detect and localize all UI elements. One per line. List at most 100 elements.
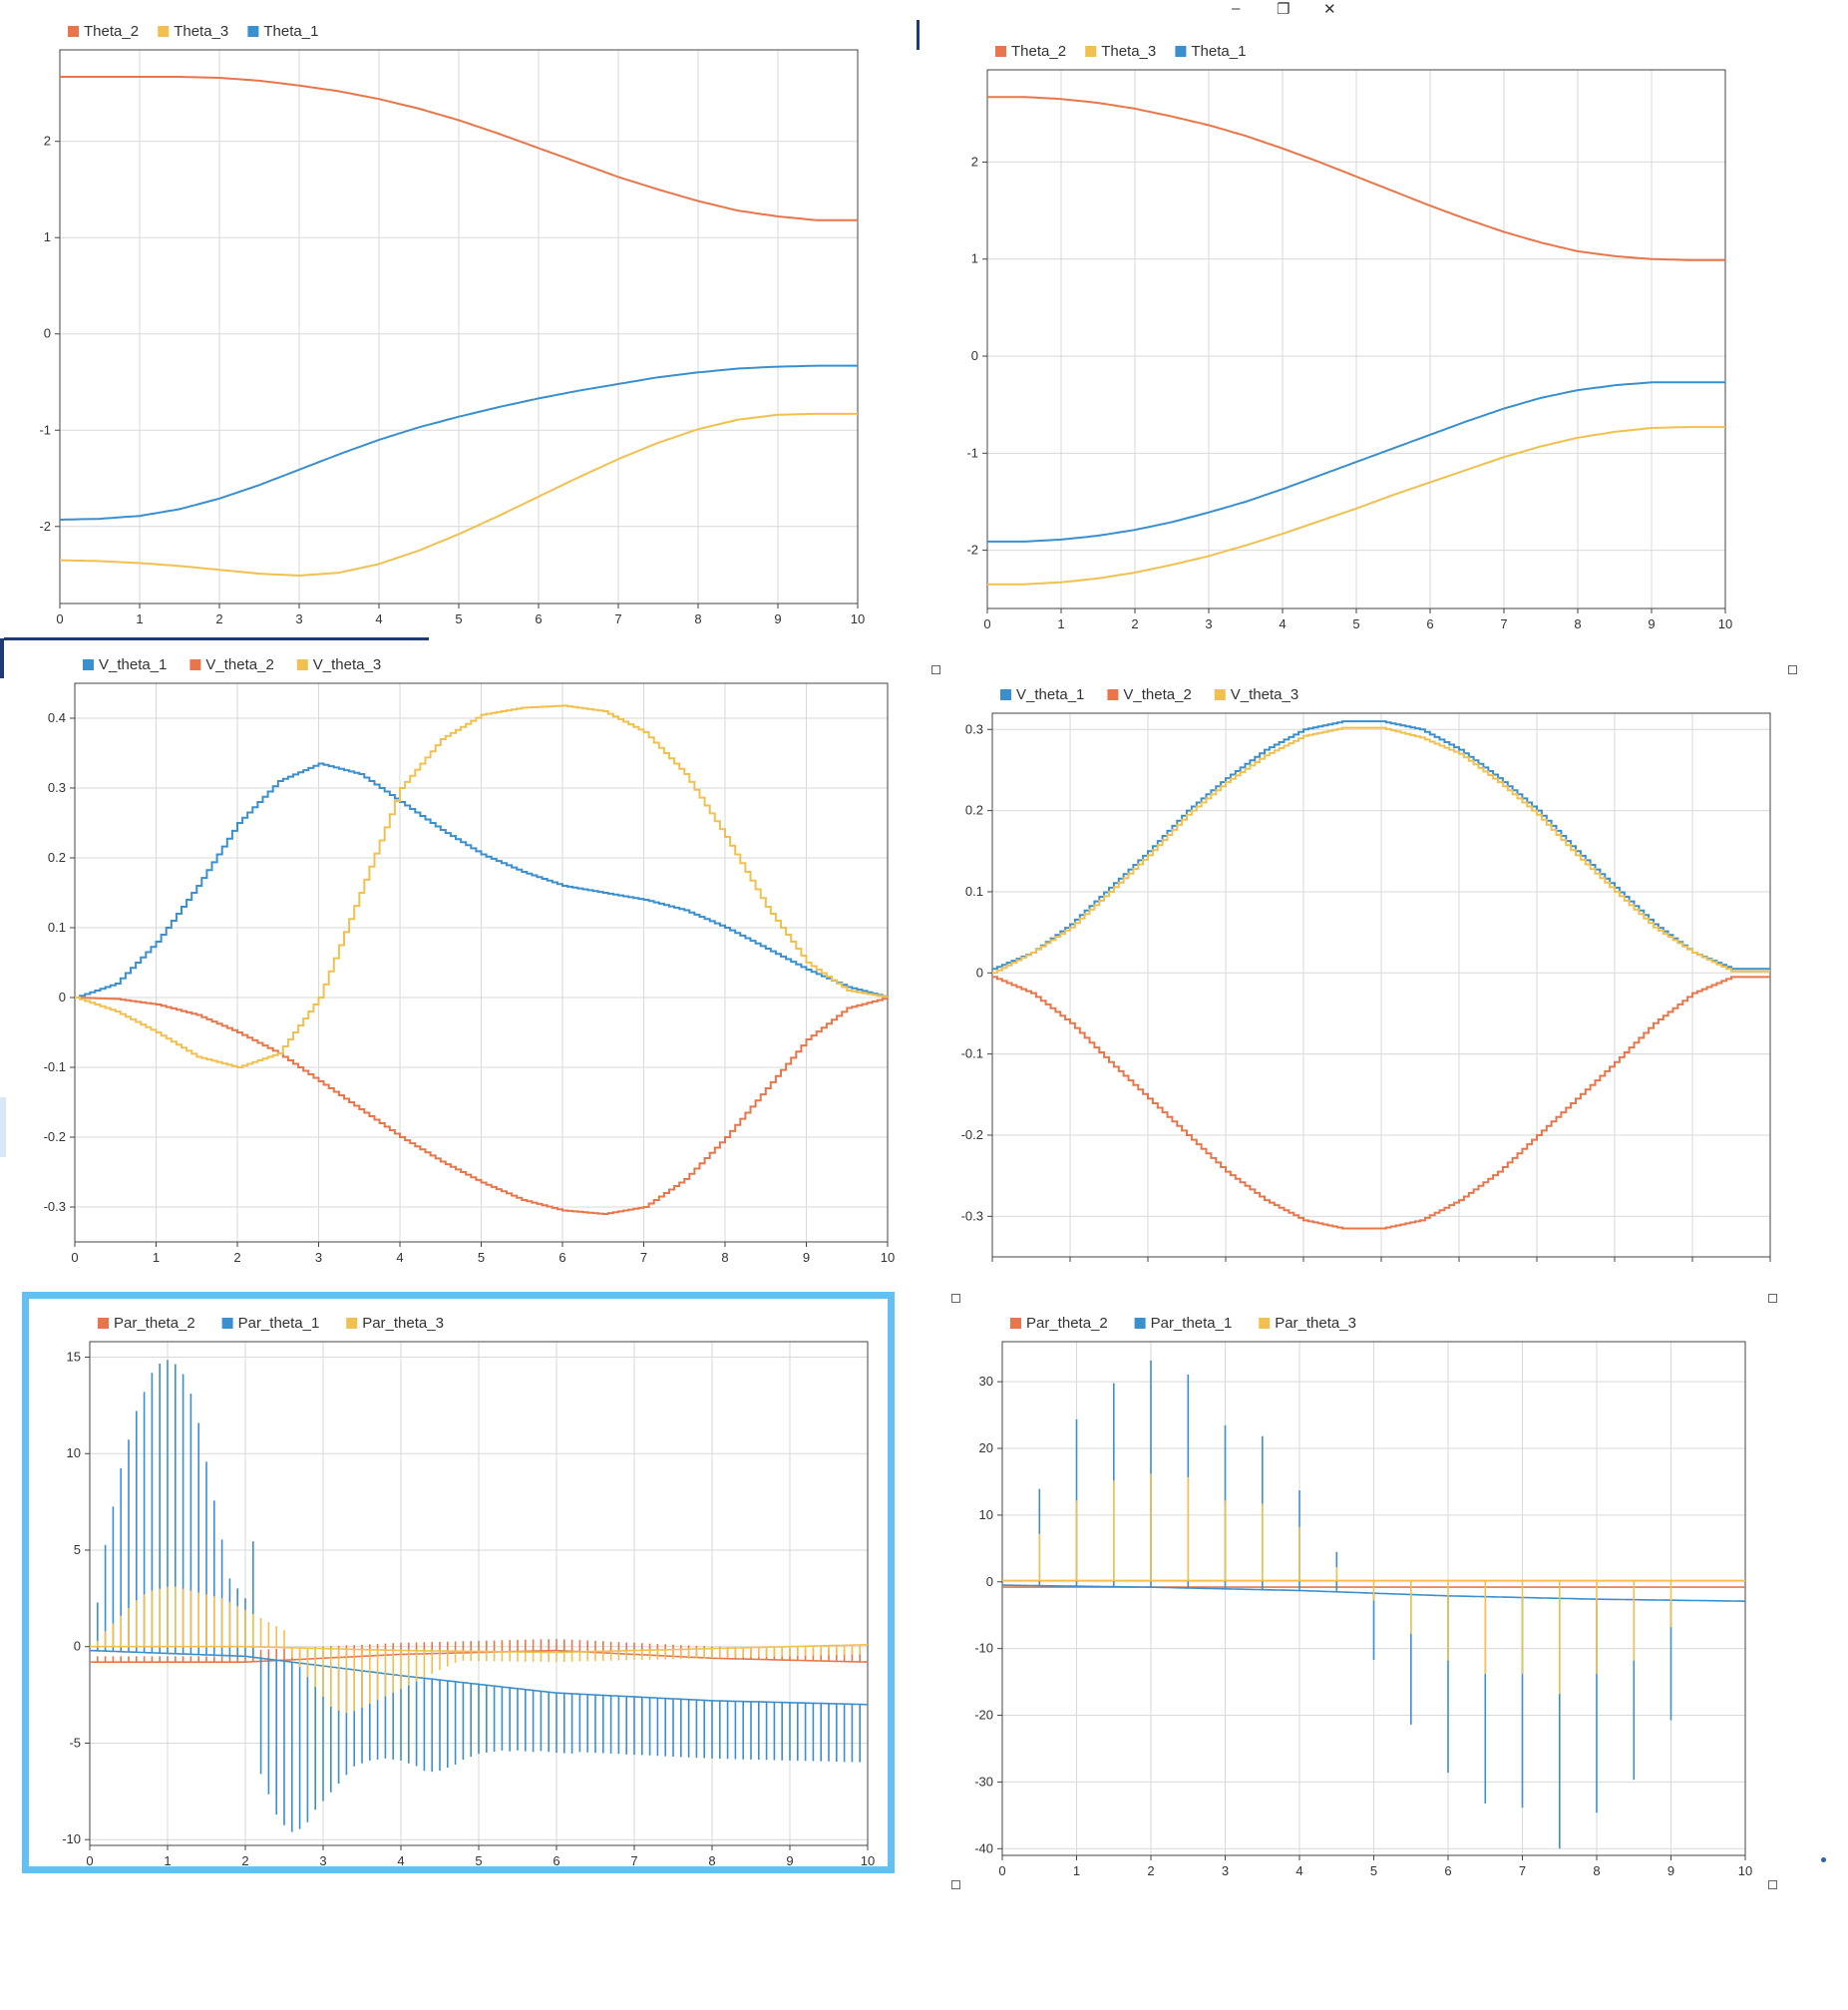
chart-theta-right: 0 1 2 3 4 5 6 7 8 9 10 -2 -1 0 1 2 Theta_2 Theta_3 Theta_1 xyxy=(947,30,1745,628)
legend-label: Par_theta_2 xyxy=(114,1315,195,1332)
y-tick-label: 0.3 xyxy=(48,780,66,795)
x-tick-label: 0 xyxy=(86,1853,93,1865)
x-tick-label: 3 xyxy=(295,611,302,626)
legend-swatch xyxy=(1085,46,1097,57)
gridlines xyxy=(986,70,1726,608)
legend-swatch xyxy=(1175,46,1187,57)
x-tick-label: 3 xyxy=(319,1853,326,1865)
x-tick-label: 4 xyxy=(1295,1863,1302,1878)
x-tick-label: 4 xyxy=(1279,616,1286,628)
resize-handle[interactable] xyxy=(931,665,940,674)
series-line-V_theta_1 xyxy=(75,762,888,999)
left-edge-artifact xyxy=(0,638,4,678)
x-tick-label: 3 xyxy=(315,1250,322,1265)
series-line-V_theta_3 xyxy=(75,704,888,1068)
legend-label: Par_theta_1 xyxy=(1151,1315,1233,1332)
chart-theta-left-svg: 0 1 2 3 4 5 6 7 8 9 10 -2 -1 0 1 2 Theta_2 Theta_3 Theta_1 xyxy=(39,23,865,626)
y-tick-label: -2 xyxy=(39,519,51,534)
y-tick-label: -2 xyxy=(966,543,978,558)
close-icon[interactable]: ✕ xyxy=(1323,1,1336,18)
series-line-Par_theta_1 xyxy=(90,1360,868,1832)
legend-label: V_theta_2 xyxy=(1123,686,1191,703)
y-tick-label: -0.3 xyxy=(44,1199,66,1214)
y-tick-label: 30 xyxy=(979,1374,993,1389)
x-tick-label: 5 xyxy=(1370,1863,1377,1878)
gridlines xyxy=(59,50,859,603)
x-tick-label: 4 xyxy=(375,611,382,626)
y-tick-label: 5 xyxy=(74,1542,81,1557)
y-tick-label: 0 xyxy=(986,1574,993,1589)
gridlines xyxy=(74,683,889,1242)
x-tick-label: 8 xyxy=(721,1250,728,1265)
series-line-Par_theta_3 xyxy=(1002,1473,1745,1695)
x-tick-label: 9 xyxy=(1667,1863,1674,1878)
resize-handle[interactable] xyxy=(951,1880,960,1889)
x-tick-label: 6 xyxy=(553,1853,559,1865)
y-tick-label: 15 xyxy=(67,1349,81,1364)
y-tick-label: 0.4 xyxy=(48,710,66,725)
y-tick-label: -10 xyxy=(62,1831,81,1846)
legend-label: Theta_3 xyxy=(174,23,228,40)
legend-swatch xyxy=(83,659,94,670)
legend-label: Theta_3 xyxy=(1101,43,1156,60)
x-tick-label: 2 xyxy=(241,1853,248,1865)
selected-chart-frame[interactable] xyxy=(22,1292,895,1873)
x-tick-label: 6 xyxy=(535,611,542,626)
x-tick-label: 0 xyxy=(56,611,63,626)
series-line-Theta_1 xyxy=(987,381,1725,543)
chart-vtheta-right: -0.3 -0.2 -0.1 0 0.1 0.2 0.3 V_theta_1 V_theta_2… xyxy=(937,668,1795,1267)
y-tick-label: -1 xyxy=(39,422,51,437)
resize-handle[interactable] xyxy=(1768,1880,1777,1889)
y-tick-label: 10 xyxy=(979,1507,993,1522)
series-line-Par_theta_3 xyxy=(90,1586,868,1714)
y-tick-label: 1 xyxy=(44,229,51,244)
chart-partheta-right-svg: 0 1 2 3 4 5 6 7 8 9 10 -40 -30 -20 -10 0 10 20 30 Par_theta… xyxy=(974,1315,1752,1878)
y-tick-label: -30 xyxy=(974,1774,993,1789)
series-line-Theta_2 xyxy=(987,96,1725,261)
resize-handle[interactable] xyxy=(951,1294,960,1303)
x-tick-label: 5 xyxy=(455,611,462,626)
resize-handle[interactable] xyxy=(1768,1294,1777,1303)
y-tick-label: -0.3 xyxy=(961,1208,983,1223)
resize-handle[interactable] xyxy=(1788,665,1797,674)
gridlines xyxy=(991,713,1771,1257)
y-tick-label: -0.1 xyxy=(961,1046,983,1061)
legend-swatch xyxy=(68,26,79,37)
x-tick-label: 3 xyxy=(1205,616,1212,628)
x-tick-label: 10 xyxy=(881,1250,895,1265)
y-tick-label: 0 xyxy=(971,348,978,363)
x-tick-label: 2 xyxy=(1131,616,1138,628)
x-tick-label: 0 xyxy=(983,616,990,628)
y-tick-label: -0.2 xyxy=(44,1129,66,1144)
x-tick-label: 6 xyxy=(558,1250,565,1265)
series-group xyxy=(75,704,888,1215)
legend-swatch xyxy=(221,1318,233,1329)
x-tick-label: 7 xyxy=(1519,1863,1526,1878)
y-tick-label: 0.1 xyxy=(48,920,66,935)
x-tick-label: 7 xyxy=(614,611,621,626)
marker-dot xyxy=(1821,1857,1826,1862)
y-tick-label: -20 xyxy=(974,1708,993,1723)
legend-swatch xyxy=(1214,689,1226,700)
x-tick-label: 0 xyxy=(71,1250,78,1265)
legend-label: Par_theta_3 xyxy=(1275,1315,1356,1332)
y-tick-label: -0.1 xyxy=(44,1059,66,1074)
y-tick-label: 2 xyxy=(971,154,978,169)
x-tick-label: 10 xyxy=(1738,1863,1752,1878)
legend-swatch xyxy=(1134,1318,1146,1329)
x-tick-label: 8 xyxy=(694,611,701,626)
minimize-icon[interactable]: – xyxy=(1232,0,1241,17)
legend-label: Par_theta_1 xyxy=(238,1315,320,1332)
restore-icon[interactable]: ❐ xyxy=(1277,1,1291,18)
legend-swatch xyxy=(296,659,308,670)
y-tick-label: -0.2 xyxy=(961,1127,983,1142)
series-line-Par_theta_2 xyxy=(90,1639,868,1664)
legend-swatch xyxy=(189,659,201,670)
x-tick-label: 10 xyxy=(851,611,865,626)
chart-vtheta-right-svg: -0.3 -0.2 -0.1 0 0.1 0.2 0.3 V_theta_1 V_theta_2… xyxy=(961,686,1771,1262)
legend-label: Theta_2 xyxy=(1011,43,1066,60)
x-tick-label: 6 xyxy=(1426,616,1433,628)
legend-swatch xyxy=(158,26,170,37)
legend-label: Theta_1 xyxy=(1191,43,1246,60)
y-tick-label: -40 xyxy=(974,1840,993,1855)
